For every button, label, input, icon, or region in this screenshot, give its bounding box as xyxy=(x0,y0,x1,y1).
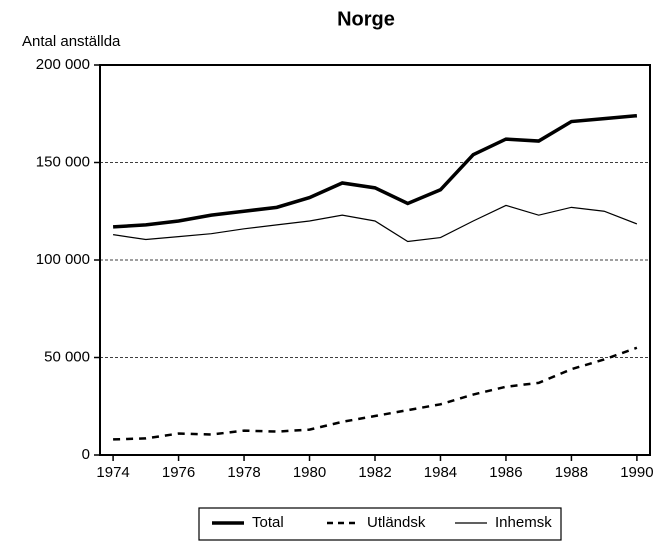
y-tick-label: 200 000 xyxy=(36,56,90,73)
line-series xyxy=(112,113,638,229)
x-tick-label: 1980 xyxy=(293,464,326,481)
line-series xyxy=(113,204,638,243)
x-tick-label: 1986 xyxy=(489,464,522,481)
x-tick-label: 1978 xyxy=(227,464,260,481)
y-tick-label: 100 000 xyxy=(36,251,90,268)
x-tick-label: 1982 xyxy=(358,464,391,481)
legend-label: Inhemsk xyxy=(495,514,552,531)
x-tick-label: 1988 xyxy=(555,464,588,481)
plot-frame xyxy=(99,64,651,456)
y-tick-label: 150 000 xyxy=(36,153,90,170)
line-series xyxy=(113,346,638,441)
y-tick-label: 50 000 xyxy=(44,348,90,365)
chart-title: Norge xyxy=(337,8,395,30)
legend-box xyxy=(198,507,562,541)
legend-label: Total xyxy=(252,514,284,531)
y-axis-label: Antal anställda xyxy=(22,33,121,50)
x-tick-label: 1974 xyxy=(96,464,129,481)
legend-label: Utländsk xyxy=(367,514,426,531)
y-tick-label: 0 xyxy=(82,446,90,463)
x-tick-label: 1984 xyxy=(424,464,457,481)
x-tick-label: 1976 xyxy=(162,464,195,481)
x-tick-label: 1990 xyxy=(620,464,653,481)
